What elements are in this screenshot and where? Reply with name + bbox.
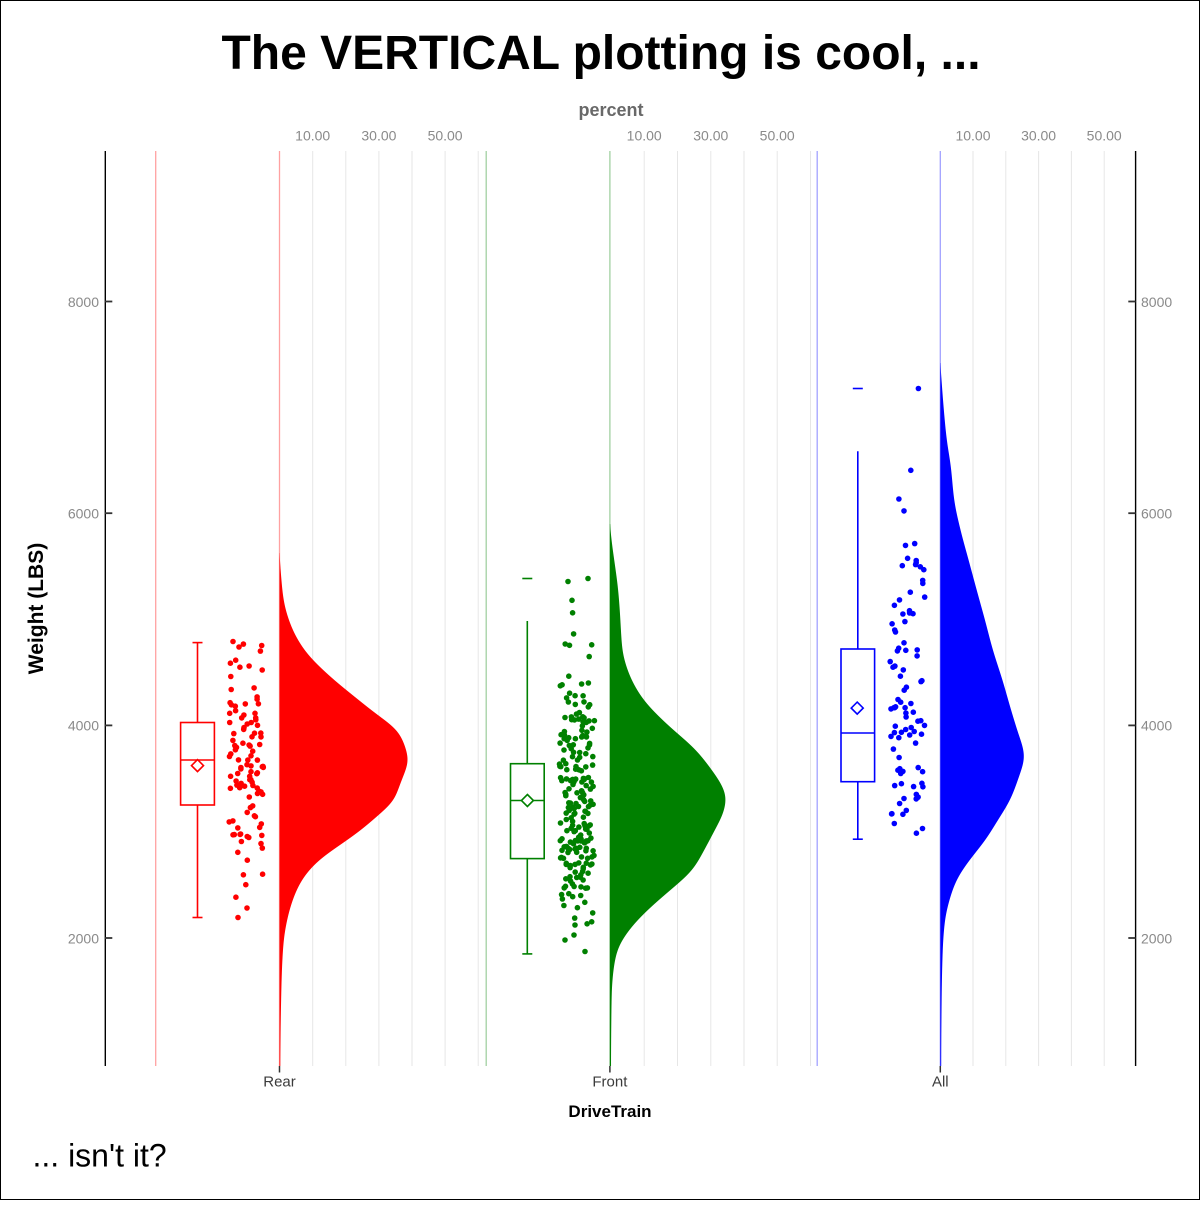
svg-text:DriveTrain: DriveTrain [568, 1102, 651, 1121]
svg-text:50.00: 50.00 [1087, 128, 1122, 144]
svg-text:All: All [932, 1073, 949, 1090]
svg-text:4000: 4000 [68, 718, 99, 734]
svg-text:2000: 2000 [1141, 930, 1172, 946]
svg-text:10.00: 10.00 [295, 128, 330, 144]
svg-text:50.00: 50.00 [428, 128, 463, 144]
svg-text:Weight (LBS): Weight (LBS) [25, 543, 48, 674]
svg-text:2000: 2000 [68, 930, 99, 946]
svg-text:30.00: 30.00 [1021, 128, 1056, 144]
svg-text:8000: 8000 [68, 294, 99, 310]
svg-text:30.00: 30.00 [693, 128, 728, 144]
svg-text:6000: 6000 [1141, 506, 1172, 522]
svg-text:8000: 8000 [1141, 294, 1172, 310]
svg-text:4000: 4000 [1141, 718, 1172, 734]
svg-text:Rear: Rear [263, 1073, 296, 1090]
svg-text:10.00: 10.00 [627, 128, 662, 144]
svg-text:6000: 6000 [68, 506, 99, 522]
svg-text:... isn't it?: ... isn't it? [33, 1138, 167, 1174]
svg-text:Front: Front [592, 1073, 628, 1090]
svg-text:The VERTICAL plotting is cool,: The VERTICAL plotting is cool, ... [221, 27, 980, 80]
svg-text:percent: percent [578, 100, 643, 120]
svg-text:30.00: 30.00 [361, 128, 396, 144]
svg-text:50.00: 50.00 [760, 128, 795, 144]
svg-text:10.00: 10.00 [955, 128, 990, 144]
